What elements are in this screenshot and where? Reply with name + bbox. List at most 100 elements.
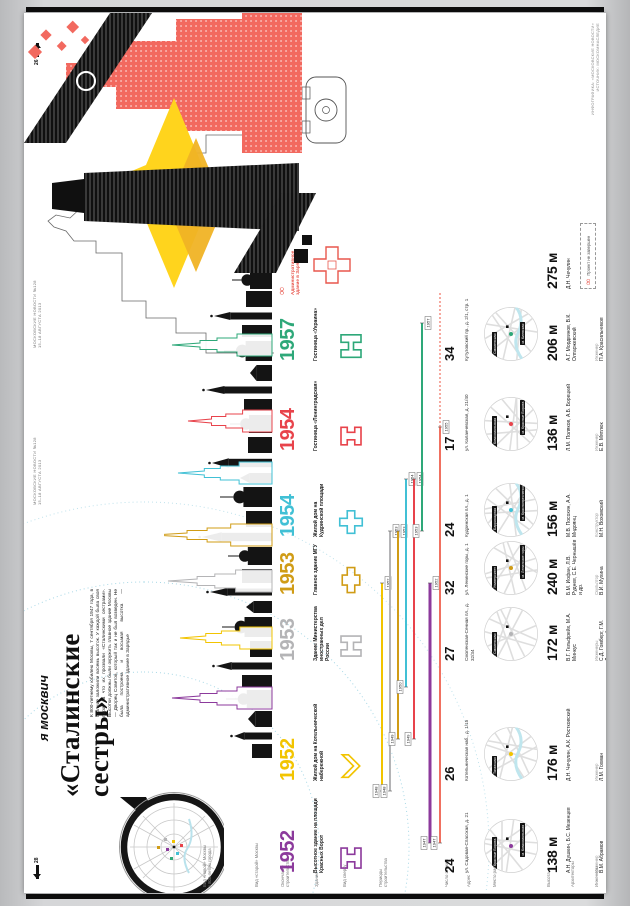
building-plan-icon <box>340 753 361 779</box>
poster-sheet: МОСКОВСКИЕ НОВОСТИ №128 15–18 АВГУСТА 201… <box>24 13 606 893</box>
building-architects: Л.М. Поляков, А.Б. Борецкий <box>566 383 572 451</box>
year-flag: 1947 <box>430 836 442 850</box>
year-flag: 1949 <box>388 732 400 746</box>
zaryadye-plan-icon <box>313 246 351 284</box>
building-architects: М.В. Посохин, А.А. Мндоянц <box>566 493 578 537</box>
building-floors: 27 <box>442 646 457 661</box>
building-plan-icon <box>338 509 364 535</box>
construction-gantt: 1947 1952 1948 1952 1948 1953 1949 1953 1950 1954… <box>372 293 450 850</box>
svg-text:1948: 1948 <box>382 786 387 796</box>
building-floors: 34 <box>442 346 457 361</box>
building-height: 136 м <box>544 414 560 451</box>
metro-chip: м. Киевская <box>520 322 526 345</box>
building-column: 1957 Гостиница «Украина» 34 Кутузовский пр.… <box>24 293 605 361</box>
building-name: Гостиница «Ленинградская» <box>313 380 319 451</box>
building-plan-icon <box>340 847 362 869</box>
building-plan-icon <box>340 426 362 446</box>
building-name: Жилой дом на Котельнической набережной <box>313 703 325 781</box>
building-year: 1953 <box>277 552 299 596</box>
building-column: 1954 Гостиница «Ленинградская» 17 ул. Калан… <box>24 377 605 451</box>
building-engineers: П.А. Красильников <box>599 317 605 361</box>
svg-text:1947: 1947 <box>422 838 427 848</box>
building-address: ул. Ленинские горы, д. 1 <box>464 543 469 595</box>
building-column: 1954 Жилой дом на Кудринской площади 24 Куд… <box>24 473 605 537</box>
svg-text:1957: 1957 <box>426 318 431 328</box>
building-name: Здание Министерства иностранных дел Росс… <box>313 606 331 661</box>
metro-chip: м. Комсомольская <box>520 823 526 857</box>
year-flag: 1952 <box>428 576 440 590</box>
skyline-tower-outline <box>177 461 273 485</box>
building-year: 1952 <box>277 738 299 782</box>
black-wing-slab <box>24 13 152 143</box>
building-height: 156 м <box>544 500 560 537</box>
building-address: ул. Садовая-Спасская, д. 21 <box>464 812 469 873</box>
moscow-skyline <box>164 257 273 758</box>
skyline-tower-outline <box>171 686 273 710</box>
location-map: м. Таганская <box>484 727 538 781</box>
svg-text:1953: 1953 <box>402 526 407 536</box>
lens-group <box>119 792 224 893</box>
metro-chip: м. Красные Ворота <box>492 837 498 872</box>
building-engineers: В.И. Мухина <box>599 566 605 595</box>
svg-text:1954: 1954 <box>418 474 423 484</box>
year-flag: 1948 <box>380 784 392 798</box>
svg-text:1947: 1947 <box>432 838 437 848</box>
year-flag: 1949 <box>404 732 416 746</box>
metro-chip: м. Комсомольская <box>492 416 498 450</box>
building-height: 206 м <box>544 324 560 361</box>
axonometric-illustration <box>24 13 316 288</box>
building-height: 172 м <box>544 624 560 661</box>
building-architects: А.Г. Мордвинов, В.К. Олтаржевский <box>566 313 578 361</box>
building-year: 1953 <box>277 618 299 662</box>
building-year: 1952 <box>277 830 299 874</box>
year-flag: 1950 <box>396 680 408 694</box>
building-engineers: В.М. Абрамов <box>599 840 605 873</box>
building-address: Кутузовский пр., д. 2/1, стр. 1 <box>464 298 469 361</box>
building-column: 1952 Высотное здание на площади Красных В… <box>24 787 605 873</box>
lens-building-dots <box>157 838 183 860</box>
building-address: ул. Каланчевская, д. 21/40 <box>464 394 469 452</box>
credits: ИНФОГРАФИКА: «МОСКОВСКИЕ НОВОСТИ» ИСТОЧНИ… <box>590 23 600 116</box>
building-engineers: Л.М. Гохман <box>599 752 605 781</box>
location-map: м. Смоленская <box>484 607 538 661</box>
building-floors: 26 <box>442 766 457 781</box>
building-name: Высотное здание на площади Красных Ворот <box>313 798 325 873</box>
building-plan-icon <box>341 566 361 594</box>
metro-chip: м. Красные Ворота <box>520 400 526 435</box>
building-column: 1953 Здание Министерства иностранных дел … <box>24 601 606 661</box>
building-floors: 17 <box>442 436 457 451</box>
svg-text:1949: 1949 <box>406 734 411 744</box>
svg-text:1953: 1953 <box>394 526 399 536</box>
building-address: Котельническая наб., д. 1/15 <box>464 719 469 781</box>
building-engineers: Е.В. Мятлюк <box>599 422 605 451</box>
location-map: м. Смоленская м. Киевская <box>484 307 538 361</box>
metro-chip: м. Краснопресненская <box>520 483 526 521</box>
skyline-tower-outline <box>167 569 273 593</box>
building-year: 1957 <box>277 318 299 362</box>
page-edge-bottom <box>26 894 604 899</box>
building-height: 240 м <box>544 558 560 595</box>
building-architects: В.Г. Гельфрейх, М.А. Минкус <box>566 612 578 661</box>
svg-text:1955: 1955 <box>444 422 449 432</box>
building-height: 275 м <box>544 252 560 289</box>
infinity-icon: ∞ <box>583 278 593 285</box>
building-floors: 32 <box>442 580 457 595</box>
building-name: Жилой дом на Кудринской площади <box>313 483 325 537</box>
building-name: Гостиница «Украина» <box>313 308 319 361</box>
year-flag: 1955 <box>438 420 450 434</box>
building-name: Главное здание МГУ <box>313 544 319 595</box>
unfinished-label: Проект не завершен <box>585 235 591 276</box>
location-map: м. Комсомольская м. Красные Ворота <box>484 397 538 451</box>
svg-text:1950: 1950 <box>398 682 403 692</box>
building-height: 138 м <box>544 836 560 873</box>
building-plan-icon <box>340 635 362 657</box>
building-floors: 24 <box>442 858 457 873</box>
building-address: Кудринская пл., д. 1 <box>464 494 469 537</box>
metro-chip: м. Смоленская <box>492 632 498 660</box>
building-plan-icon <box>340 333 362 359</box>
year-flag: 1953 <box>412 524 424 538</box>
skyline-tower-outline <box>179 626 273 650</box>
location-map: м. Красные Ворота м. Комсомольская <box>484 819 538 873</box>
building-architects: Б.М. Иофан, Л.В. Руднев, С.Е. Чернышёв и… <box>566 539 584 595</box>
